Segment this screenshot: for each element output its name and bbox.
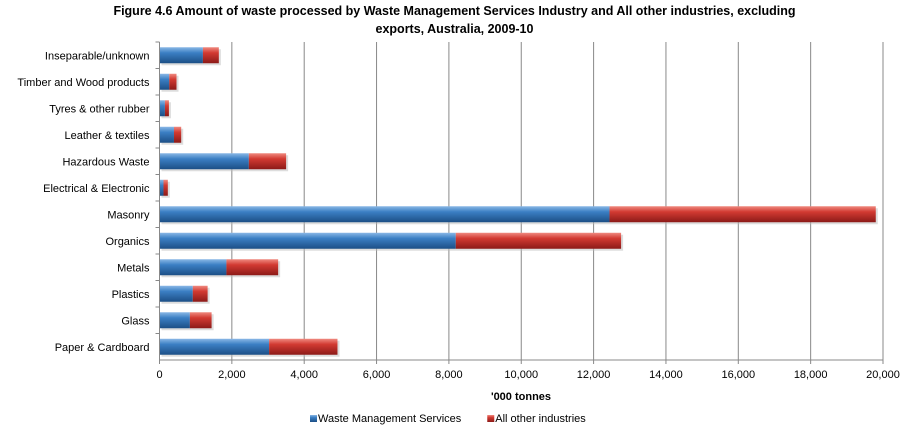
bar-wms bbox=[159, 338, 270, 355]
category-label: Leather & textiles bbox=[65, 130, 150, 142]
chart-title-line2: exports, Australia, 2009-10 bbox=[375, 22, 534, 36]
category-label: Glass bbox=[121, 315, 150, 327]
bar-wms bbox=[159, 259, 227, 276]
x-tick-label: 12,000 bbox=[577, 369, 611, 381]
bar-wms bbox=[159, 47, 203, 64]
category-label: Timber and Wood products bbox=[17, 77, 150, 89]
x-tick-label: 18,000 bbox=[794, 369, 828, 381]
x-tick-label: 6,000 bbox=[363, 369, 391, 381]
category-label: Paper & Cardboard bbox=[55, 342, 150, 354]
bar-wms bbox=[159, 206, 610, 223]
category-label: Tyres & other rubber bbox=[49, 103, 150, 115]
bar-wms bbox=[159, 100, 165, 117]
bar-other bbox=[192, 285, 208, 302]
x-tick-label: 4,000 bbox=[290, 369, 318, 381]
x-axis-title: '000 tonnes bbox=[491, 391, 551, 403]
x-tick-label: 2,000 bbox=[218, 369, 246, 381]
category-label: Metals bbox=[117, 262, 150, 274]
category-label: Inseparable/unknown bbox=[45, 50, 150, 62]
x-tick-label: 8,000 bbox=[435, 369, 463, 381]
x-tick-label: 20,000 bbox=[866, 369, 900, 381]
bar-other bbox=[202, 47, 219, 64]
bar-other bbox=[163, 179, 168, 196]
bar-other bbox=[189, 312, 212, 329]
bar-other bbox=[164, 100, 169, 117]
legend: Waste Management Services All other indus… bbox=[310, 413, 586, 425]
category-label: Plastics bbox=[112, 289, 150, 301]
bar-other bbox=[609, 206, 876, 223]
category-label: Hazardous Waste bbox=[62, 156, 149, 168]
x-tick-label: 10,000 bbox=[504, 369, 538, 381]
chart-title: Figure 4.6 Amount of waste processed by … bbox=[0, 2, 909, 38]
bar-wms bbox=[159, 179, 164, 196]
bar-other bbox=[248, 153, 287, 170]
x-tick-label: 0 bbox=[156, 369, 162, 381]
legend-label: Waste Management Services bbox=[318, 413, 462, 425]
bar-other bbox=[226, 259, 279, 276]
bar-wms bbox=[159, 153, 249, 170]
legend-swatch bbox=[487, 415, 495, 422]
bar-wms bbox=[159, 232, 456, 249]
bar-other bbox=[269, 338, 338, 355]
bar-wms bbox=[159, 285, 193, 302]
bar-other bbox=[455, 232, 622, 249]
category-label: Organics bbox=[105, 236, 150, 248]
bar-other bbox=[173, 126, 182, 143]
x-tick-label: 14,000 bbox=[649, 369, 683, 381]
x-tick-label: 16,000 bbox=[721, 369, 755, 381]
category-label: Electrical & Electronic bbox=[43, 183, 150, 195]
bar-wms bbox=[159, 312, 190, 329]
chart-title-line1: Figure 4.6 Amount of waste processed by … bbox=[113, 4, 796, 18]
bar-other bbox=[169, 73, 177, 90]
bar-wms bbox=[159, 126, 174, 143]
category-label: Masonry bbox=[107, 209, 150, 221]
legend-swatch bbox=[310, 415, 317, 422]
bar-shadow bbox=[166, 102, 171, 119]
legend-label: All other industries bbox=[495, 413, 586, 425]
bar-wms bbox=[159, 73, 170, 90]
